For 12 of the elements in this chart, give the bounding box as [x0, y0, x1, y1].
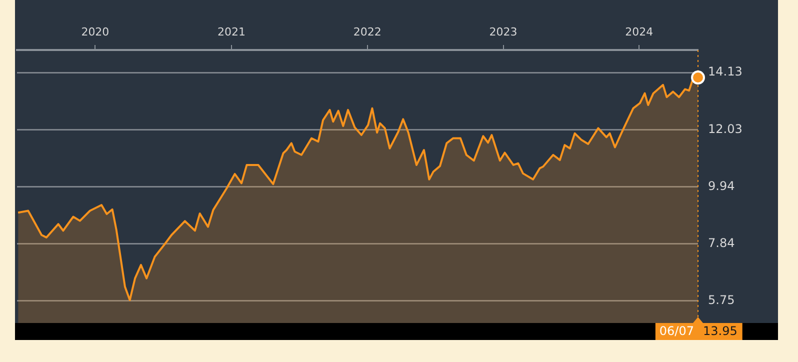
x-tick-label: 2021 — [217, 25, 246, 38]
x-tick-label: 2022 — [353, 25, 382, 38]
y-tick-label: 12.03 — [708, 122, 742, 136]
x-tick-label: 2023 — [489, 25, 518, 38]
x-tick-label: 2024 — [625, 25, 654, 38]
x-tick-label: 2020 — [81, 25, 110, 38]
y-tick-label: 7.84 — [708, 236, 735, 250]
y-tick-label: 9.94 — [708, 178, 735, 193]
ref-line-label: 06/07 — [659, 324, 694, 338]
text: 13.95 — [703, 324, 738, 338]
y-tick-label: 5.75 — [708, 293, 735, 308]
y-tick-label: 14.13 — [708, 64, 742, 79]
